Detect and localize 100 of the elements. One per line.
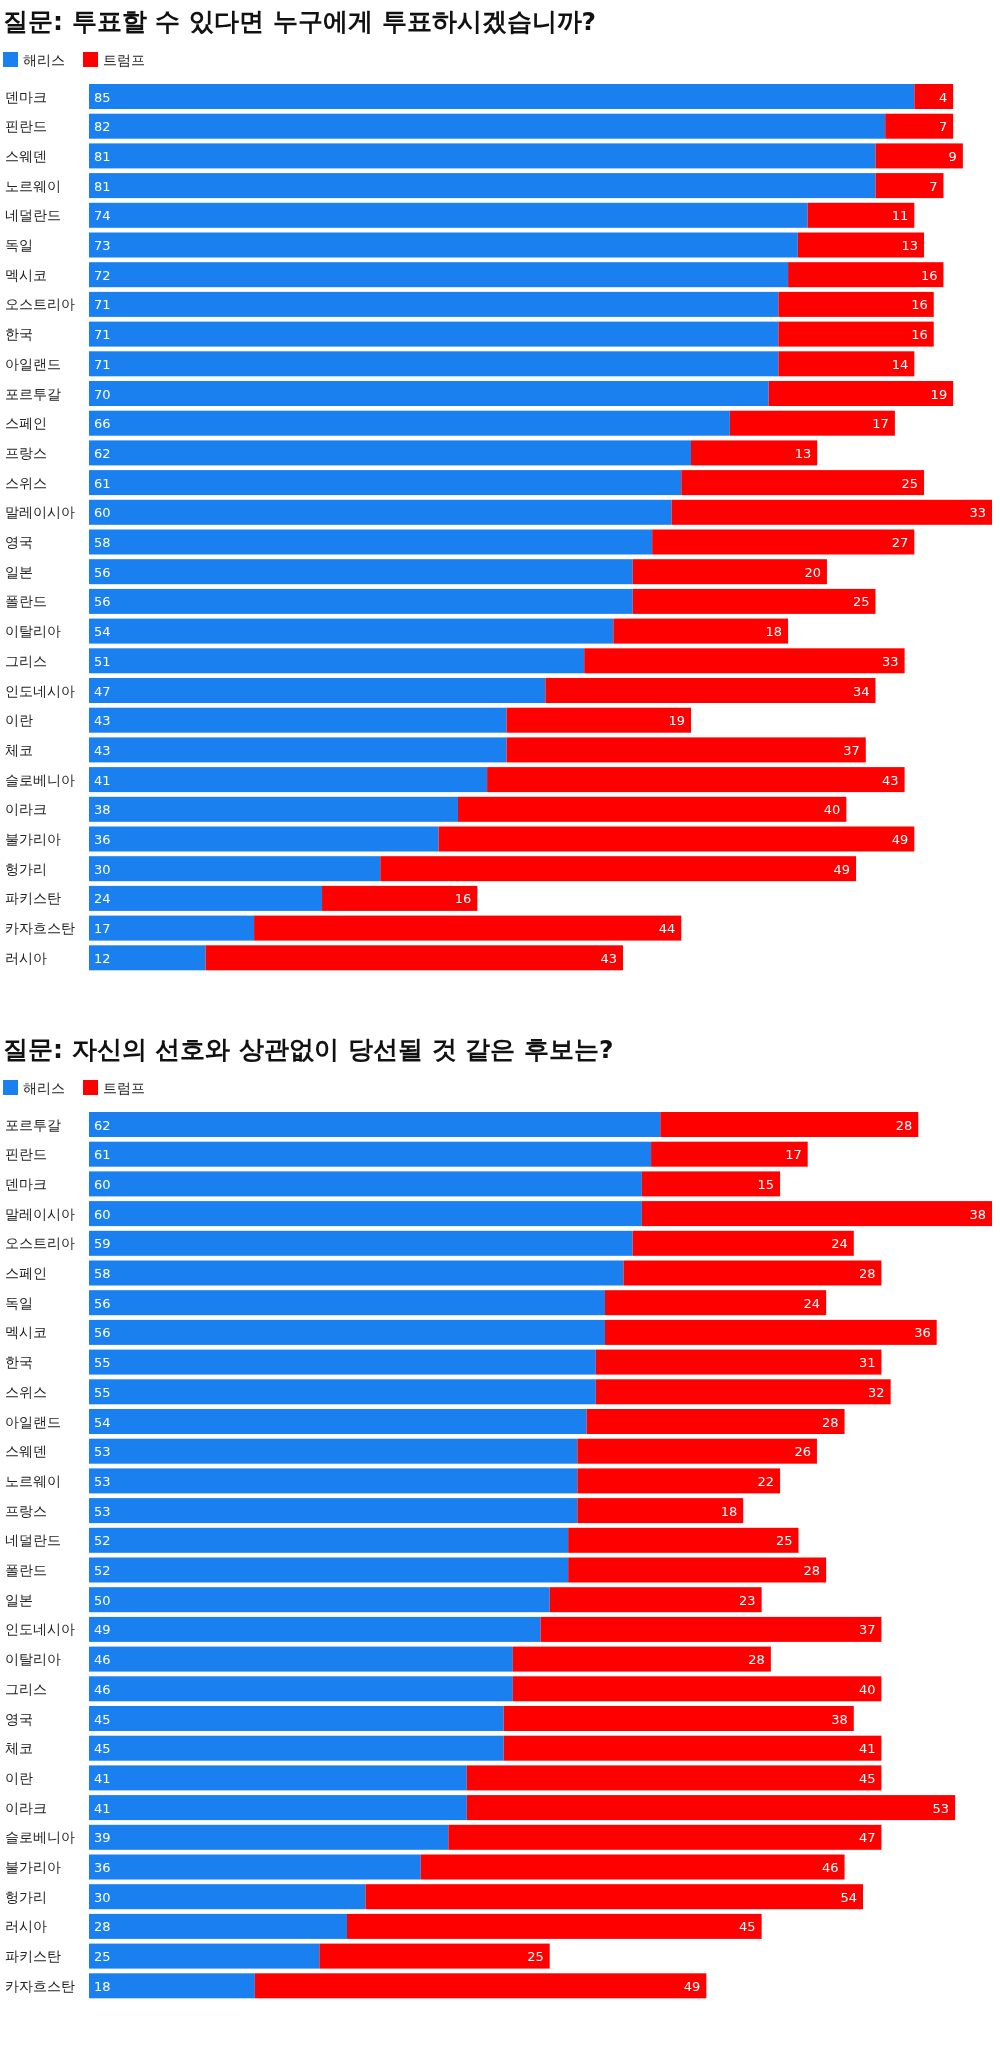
y-tick-label: 말레이시아 — [5, 504, 75, 521]
y-tick-label: 스위스 — [5, 474, 47, 491]
data-label: 41 — [94, 1770, 111, 1786]
data-label: 54 — [840, 1889, 857, 1905]
data-label: 25 — [852, 594, 870, 610]
legend-label: 트럼프 — [103, 52, 145, 68]
data-label: 53 — [932, 1800, 950, 1816]
data-label: 46 — [94, 1652, 111, 1668]
data-label: 17 — [785, 1147, 802, 1163]
chart-title: 질문: 자신의 선호와 상관없이 당선될 것 같은 후보는? — [3, 1035, 614, 1064]
data-label: 46 — [822, 1860, 839, 1875]
data-label: 51 — [94, 653, 111, 669]
data-label: 37 — [843, 742, 860, 758]
data-label: 59 — [94, 1236, 111, 1252]
data-label: 37 — [858, 1622, 876, 1638]
y-tick-label: 이란 — [5, 712, 33, 729]
data-label: 31 — [858, 1355, 876, 1371]
data-label: 43 — [94, 713, 111, 729]
data-label: 72 — [94, 267, 111, 283]
data-label: 60 — [94, 1206, 111, 1222]
y-tick-label: 이탈리아 — [5, 623, 61, 640]
data-label: 41 — [94, 772, 111, 788]
data-label: 15 — [757, 1176, 775, 1192]
data-label: 52 — [94, 1563, 111, 1578]
legend-label: 해리스 — [23, 1080, 65, 1096]
data-label: 61 — [94, 1147, 111, 1163]
legend-label: 해리스 — [23, 52, 65, 68]
y-tick-label: 스웨덴 — [5, 1443, 47, 1460]
data-label: 85 — [94, 89, 111, 105]
data-label: 45 — [858, 1770, 876, 1786]
y-tick-label: 일본 — [5, 1591, 33, 1608]
y-tick-label: 인도네시아 — [5, 682, 75, 699]
y-tick-label: 오스트리아 — [5, 296, 75, 313]
data-label: 28 — [803, 1563, 821, 1578]
data-label: 56 — [94, 1295, 111, 1311]
y-tick-label: 일본 — [5, 563, 33, 580]
data-label: 22 — [757, 1473, 775, 1489]
y-tick-label: 이란 — [5, 1769, 33, 1786]
data-label: 9 — [948, 148, 957, 164]
y-tick-label: 오스트리아 — [5, 1235, 75, 1252]
data-label: 53 — [94, 1444, 111, 1460]
data-label: 18 — [720, 1503, 738, 1519]
data-label: 40 — [823, 802, 841, 818]
data-label: 4 — [938, 89, 948, 105]
legend-label: 트럼프 — [103, 1080, 145, 1096]
data-label: 38 — [831, 1711, 848, 1727]
data-label: 28 — [895, 1117, 913, 1133]
y-tick-label: 카자흐스탄 — [5, 920, 75, 937]
y-tick-label: 독일 — [5, 1294, 33, 1311]
y-tick-label: 카자흐스탄 — [5, 1977, 75, 1994]
data-label: 25 — [775, 1533, 793, 1549]
y-tick-label: 한국 — [5, 1354, 33, 1371]
y-tick-label: 노르웨이 — [5, 1472, 61, 1489]
data-label: 7 — [938, 119, 948, 135]
y-tick-label: 러시아 — [5, 949, 47, 966]
y-tick-label: 불가리아 — [5, 831, 61, 847]
data-label: 49 — [891, 832, 909, 847]
y-tick-label: 영국 — [5, 534, 33, 550]
data-label: 61 — [94, 475, 111, 491]
data-label: 18 — [765, 624, 783, 640]
y-tick-label: 이라크 — [5, 1799, 47, 1816]
data-label: 24 — [803, 1295, 821, 1311]
y-tick-label: 인도네시아 — [5, 1621, 75, 1638]
data-label: 40 — [858, 1681, 876, 1697]
data-label: 25 — [527, 1949, 544, 1965]
data-label: 23 — [739, 1592, 756, 1608]
data-label: 70 — [94, 386, 111, 402]
data-label: 49 — [94, 1622, 111, 1638]
y-tick-label: 이탈리아 — [5, 1651, 61, 1668]
data-label: 16 — [911, 297, 928, 313]
y-tick-label: 스페인 — [5, 415, 47, 432]
y-tick-label: 불가리아 — [5, 1859, 61, 1875]
data-label: 49 — [833, 861, 851, 877]
y-tick-label: 핀란드 — [5, 118, 47, 135]
y-tick-label: 네덜란드 — [5, 1532, 61, 1549]
data-label: 71 — [94, 356, 111, 372]
data-label: 20 — [804, 564, 821, 580]
y-tick-label: 스페인 — [5, 1265, 47, 1281]
chart-title: 질문: 투표할 수 있다면 누구에게 투표하시겠습니까? — [3, 7, 597, 36]
data-label: 30 — [94, 861, 111, 877]
data-label: 56 — [94, 594, 111, 610]
y-tick-label: 덴마크 — [5, 88, 47, 105]
data-label: 16 — [911, 327, 928, 343]
data-label: 45 — [94, 1711, 111, 1727]
data-label: 41 — [858, 1741, 876, 1757]
data-label: 33 — [882, 653, 899, 669]
y-tick-label: 이라크 — [5, 801, 47, 818]
data-label: 12 — [94, 950, 111, 966]
y-tick-label: 폴란드 — [5, 1562, 47, 1578]
y-tick-label: 그리스 — [5, 1680, 47, 1697]
y-tick-label: 멕시코 — [5, 266, 47, 283]
data-label: 34 — [852, 683, 870, 699]
y-tick-label: 한국 — [5, 326, 33, 343]
data-label: 28 — [94, 1919, 111, 1935]
data-label: 50 — [94, 1592, 111, 1608]
data-label: 24 — [94, 891, 111, 907]
data-label: 53 — [94, 1503, 111, 1519]
data-label: 58 — [94, 1266, 111, 1281]
y-tick-label: 아일랜드 — [5, 355, 61, 372]
data-label: 36 — [94, 1860, 111, 1875]
